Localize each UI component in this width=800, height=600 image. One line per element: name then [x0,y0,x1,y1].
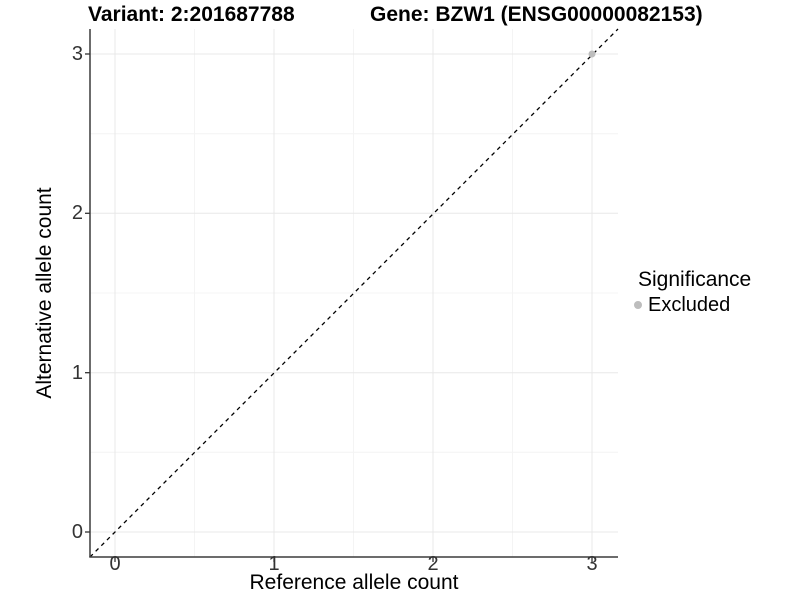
x-axis-title: Reference allele count [249,571,459,594]
x-tick-label-3: 3 [586,553,598,575]
legend: Significance Excluded [633,268,751,316]
grid-major-lines [90,29,618,557]
axis-lines [89,29,618,558]
x-tick-label-0: 0 [109,553,121,575]
legend-item-excluded: Excluded [633,294,751,316]
legend-title: Significance [638,268,752,291]
x-tick-label-2: 2 [427,553,439,575]
grid-minor-lines [90,29,618,557]
y-tick-label-1: 1 [71,361,83,384]
y-tick-label-0: 0 [71,521,83,543]
x-tick-label-1: 1 [268,553,280,575]
axis-tick-marks [85,53,593,562]
legend-key-dot-icon [634,301,642,309]
variant-title: Variant: 2:201687788 [88,3,295,26]
y-tick-label-2: 2 [71,202,83,225]
legend-item-label: Excluded [648,293,731,316]
data-point [588,50,596,58]
y-tick-label-3: 3 [71,43,83,65]
gene-title: Gene: BZW1 (ENSG00000082153) [370,3,703,26]
